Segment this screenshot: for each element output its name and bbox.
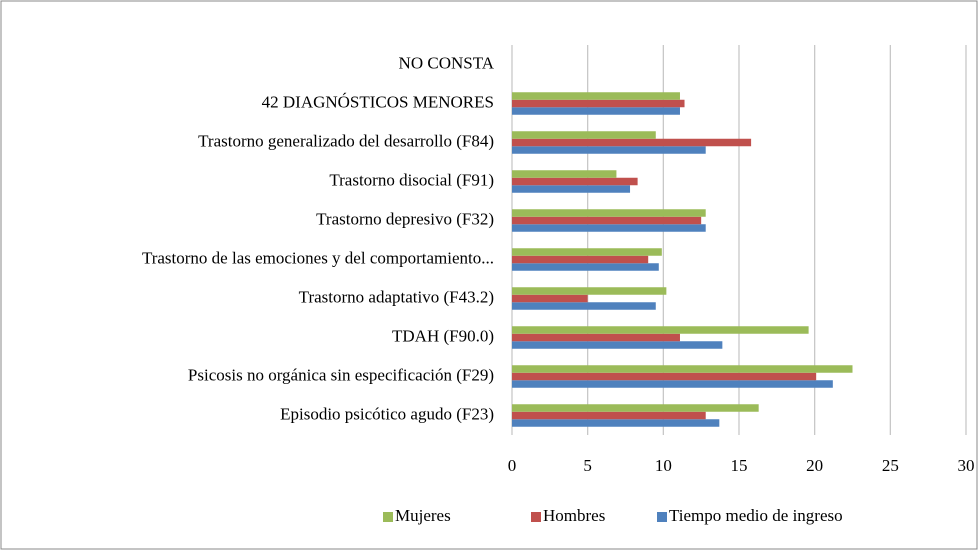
bar: [512, 248, 662, 256]
legend-label: Mujeres: [395, 506, 451, 525]
y-tick-label: Trastorno depresivo (F32): [316, 209, 494, 228]
y-tick-label: Trastorno generalizado del desarrollo (F…: [198, 131, 494, 150]
legend-label: Tiempo medio de ingreso: [669, 506, 843, 525]
y-tick-label: Psicosis no orgánica sin especificación …: [188, 365, 494, 384]
x-tick-label: 10: [655, 456, 672, 475]
bar: [512, 185, 631, 193]
bar: [512, 146, 706, 154]
x-tick-label: 0: [508, 456, 517, 475]
y-tick-label: Episodio psicótico agudo (F23): [280, 404, 494, 423]
x-tick-label: 20: [806, 456, 823, 475]
y-tick-label: Trastorno adaptativo (F43.2): [299, 287, 494, 306]
x-tick-label: 15: [731, 456, 748, 475]
bar: [512, 380, 833, 388]
bar: [512, 170, 617, 178]
bar: [512, 404, 759, 412]
bar: [512, 131, 656, 139]
bar: [512, 372, 817, 381]
bar: [512, 138, 752, 147]
bar: [512, 287, 667, 295]
bar: [512, 107, 680, 115]
bar: [512, 263, 659, 271]
bar: [512, 224, 706, 232]
bar: [512, 99, 685, 108]
x-tick-label: 25: [882, 456, 899, 475]
x-tick-label: 5: [583, 456, 592, 475]
bar: [512, 177, 638, 186]
bar: [512, 294, 588, 303]
bar: [512, 255, 649, 264]
bar: [512, 365, 853, 373]
bar: [512, 326, 809, 334]
y-tick-label: TDAH (F90.0): [392, 326, 494, 345]
legend-swatch: [531, 512, 541, 522]
bar: [512, 92, 680, 100]
bar: [512, 209, 706, 217]
y-tick-label: Trastorno de las emociones y del comport…: [142, 248, 494, 267]
x-tick-label: 30: [958, 456, 975, 475]
bar: [512, 216, 702, 225]
y-tick-label: NO CONSTA: [399, 53, 495, 72]
bar: [512, 302, 656, 310]
bar: [512, 333, 680, 342]
bar: [512, 411, 706, 420]
bar: [512, 419, 720, 427]
legend-swatch: [657, 512, 667, 522]
y-tick-label: Trastorno disocial (F91): [329, 170, 494, 189]
y-tick-label: 42 DIAGNÓSTICOS MENORES: [262, 92, 494, 111]
bar: [512, 341, 723, 349]
legend-label: Hombres: [543, 506, 605, 525]
legend-swatch: [383, 512, 393, 522]
